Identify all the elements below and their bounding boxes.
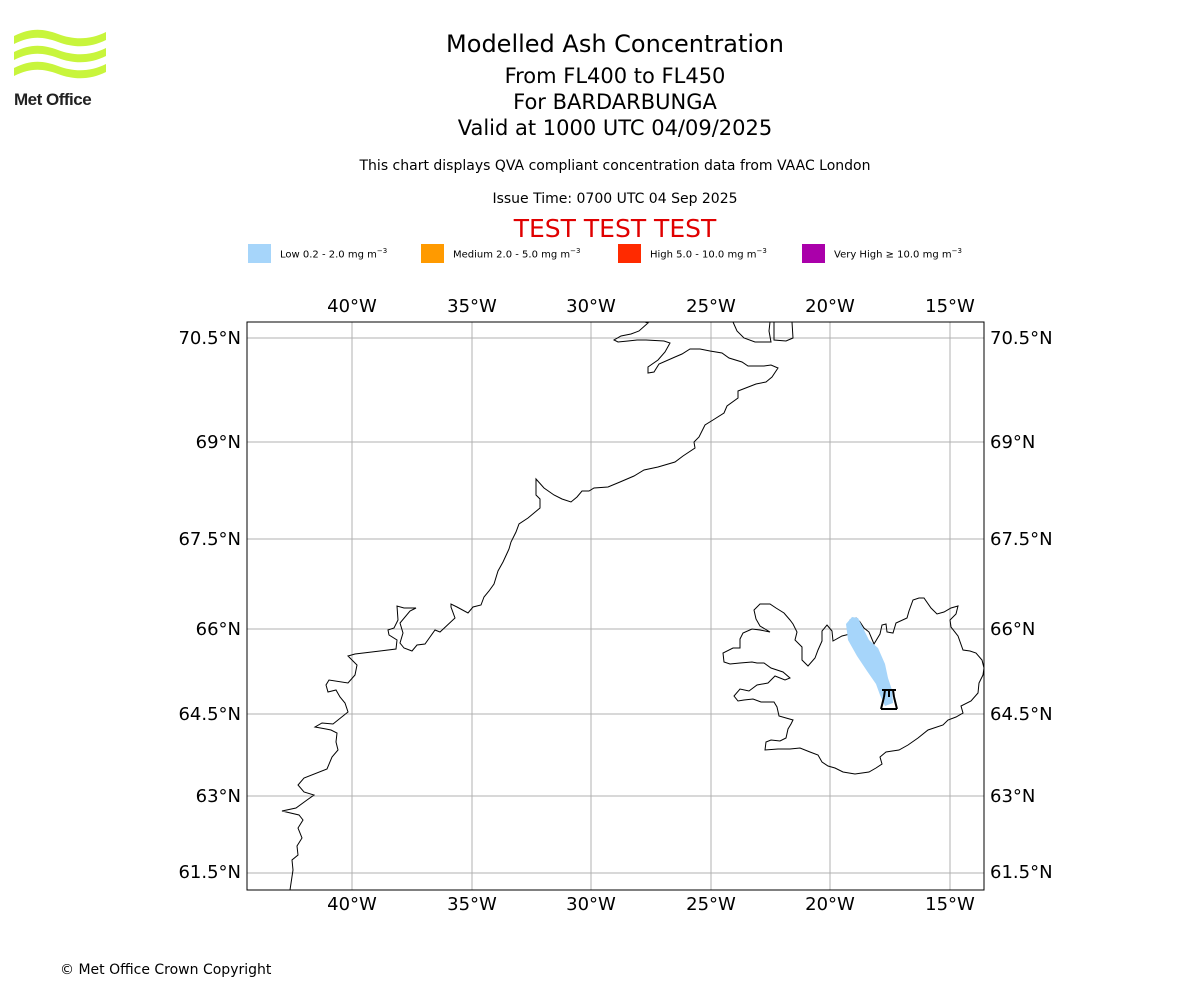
valid-time: Valid at 1000 UTC 04/09/2025 bbox=[457, 116, 773, 140]
lon-label-bottom-30w: 30°W bbox=[566, 894, 616, 915]
greenland-coastline bbox=[281, 321, 794, 891]
volcano-icon bbox=[880, 689, 898, 710]
lon-label-bottom-35w: 35°W bbox=[447, 894, 497, 915]
ash-plume-low bbox=[846, 617, 893, 706]
lat-label-right-64-5n: 64.5°N bbox=[990, 704, 1053, 725]
legend-exp-low: −3 bbox=[376, 247, 388, 255]
lon-label-bottom-25w: 25°W bbox=[686, 894, 736, 915]
legend-exp-medium: −3 bbox=[570, 247, 581, 255]
lon-label-top-25w: 25°W bbox=[686, 296, 736, 317]
chart-title: Modelled Ash Concentration bbox=[446, 30, 784, 58]
logo-wordmark: Met Office bbox=[14, 90, 92, 109]
lon-label-top-30w: 30°W bbox=[566, 296, 616, 317]
lat-label-right-70-5n: 70.5°N bbox=[990, 328, 1053, 349]
lat-label-left-66n: 66°N bbox=[196, 619, 241, 640]
lat-label-right-63n: 63°N bbox=[990, 786, 1035, 807]
flight-level-range: From FL400 to FL450 bbox=[504, 64, 726, 88]
legend-exp-very-high: −3 bbox=[951, 247, 962, 255]
lon-label-top-40w: 40°W bbox=[327, 296, 377, 317]
lat-label-right-67-5n: 67.5°N bbox=[990, 529, 1053, 550]
legend-swatch-very-high bbox=[802, 244, 825, 263]
lat-label-left-70-5n: 70.5°N bbox=[178, 328, 241, 349]
legend-label-very-high: Very High ≥ 10.0 mg m bbox=[834, 249, 952, 261]
lat-label-left-67-5n: 67.5°N bbox=[178, 529, 241, 550]
lat-label-left-61-5n: 61.5°N bbox=[178, 862, 241, 883]
legend-label-medium: Medium 2.0 - 5.0 mg m bbox=[453, 249, 571, 261]
legend-exp-high: −3 bbox=[756, 247, 767, 255]
map-gridlines bbox=[247, 322, 984, 890]
map-frame bbox=[246, 321, 985, 891]
lon-label-top-20w: 20°W bbox=[805, 296, 855, 317]
met-office-logo: Met Office bbox=[14, 28, 110, 114]
lat-label-right-66n: 66°N bbox=[990, 619, 1035, 640]
lon-label-bottom-20w: 20°W bbox=[805, 894, 855, 915]
chart-subtitle: This chart displays QVA compliant concen… bbox=[359, 158, 871, 174]
lat-label-right-69n: 69°N bbox=[990, 432, 1035, 453]
met-office-waves-icon bbox=[14, 29, 106, 79]
lat-label-left-69n: 69°N bbox=[196, 432, 241, 453]
volcano-name: For BARDARBUNGA bbox=[513, 90, 717, 114]
legend-swatch-low bbox=[248, 244, 271, 263]
lat-label-left-64-5n: 64.5°N bbox=[178, 704, 241, 725]
lat-label-left-63n: 63°N bbox=[196, 786, 241, 807]
copyright-notice: © Met Office Crown Copyright bbox=[60, 962, 272, 978]
legend-swatch-high bbox=[618, 244, 641, 263]
test-banner: TEST TEST TEST bbox=[513, 214, 717, 243]
issue-time: Issue Time: 0700 UTC 04 Sep 2025 bbox=[492, 191, 738, 207]
lon-label-bottom-40w: 40°W bbox=[327, 894, 377, 915]
lon-label-top-35w: 35°W bbox=[447, 296, 497, 317]
lat-label-right-61-5n: 61.5°N bbox=[990, 862, 1053, 883]
lon-label-top-15w: 15°W bbox=[925, 296, 975, 317]
legend-label-high: High 5.0 - 10.0 mg m bbox=[650, 249, 757, 261]
legend-label-low: Low 0.2 - 2.0 mg m bbox=[280, 249, 377, 261]
legend-swatch-medium bbox=[421, 244, 444, 263]
lon-label-bottom-15w: 15°W bbox=[925, 894, 975, 915]
